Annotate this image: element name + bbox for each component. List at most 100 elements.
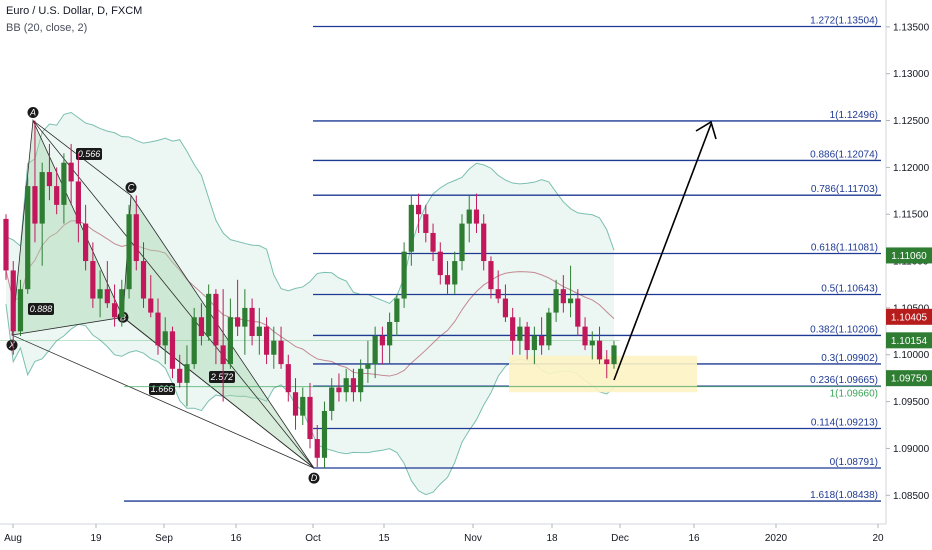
candle [54, 167, 60, 215]
candle [184, 345, 190, 407]
pattern-point-d: D [308, 472, 320, 484]
candle [75, 153, 81, 243]
fib-level-label: 0.618(1.11081) [811, 242, 878, 253]
pattern-ratio-label: 0.566 [76, 148, 102, 160]
price-badge: 1.09750 [886, 370, 932, 387]
candle [3, 214, 9, 280]
candle-body [553, 289, 559, 313]
candle-body [452, 261, 458, 285]
candle [213, 289, 219, 365]
candle [133, 195, 139, 271]
candle [256, 307, 262, 355]
candle-body [140, 261, 147, 299]
candle [394, 293, 400, 337]
candle [177, 354, 183, 388]
pattern-ratio-label: 1.666 [149, 383, 175, 395]
y-tick-label: 1.13000 [893, 69, 930, 80]
price-badge-bg [886, 332, 932, 349]
fib-level-label: 0.382(1.10206) [810, 324, 878, 335]
candle-body [227, 317, 233, 365]
price-badge: 1.10405 [886, 308, 932, 325]
ratio-label-bg [209, 371, 235, 383]
candle [169, 326, 176, 379]
candle [329, 378, 335, 421]
x-tick-label: Nov [464, 533, 482, 544]
candle [539, 317, 545, 355]
pattern-ad-line [32, 120, 315, 469]
candle-body [271, 340, 277, 355]
candle [32, 120, 38, 243]
candle [46, 143, 53, 201]
candle [336, 373, 342, 402]
price-badge-label: 1.11060 [891, 251, 927, 262]
fib-level-label: 0(1.08791) [830, 457, 878, 468]
candle-body [321, 410, 328, 458]
candle-body [350, 378, 357, 393]
candle [104, 261, 110, 308]
y-tick-label: 1.12500 [893, 116, 930, 127]
candle-body [379, 336, 385, 346]
candle-body [539, 336, 545, 346]
candle-body [401, 251, 407, 299]
y-tick-label: 1.08500 [893, 491, 930, 502]
candle-body [517, 326, 523, 341]
candle [119, 279, 125, 327]
x-tick-label: Sep [155, 533, 173, 544]
pattern-point-a: A [27, 107, 39, 119]
candle-body [408, 204, 414, 252]
candle [343, 368, 349, 402]
candle [408, 195, 414, 266]
candle-body [358, 368, 364, 393]
candle [358, 359, 364, 402]
price-badge-label: 1.10154 [891, 336, 928, 347]
ratio-label-text: 0.566 [78, 149, 101, 159]
candle-body [329, 387, 335, 411]
x-tick-label: 18 [546, 533, 558, 544]
pattern-point-label: D [311, 473, 318, 483]
candle [68, 143, 74, 205]
price-badge-bg [886, 247, 932, 264]
candle [481, 214, 487, 271]
candle [140, 242, 147, 308]
candle [162, 317, 168, 365]
x-tick-label: 16 [688, 533, 700, 544]
x-tick-label: Aug [4, 533, 22, 544]
candle-body [177, 368, 183, 383]
candle [249, 298, 255, 346]
x-tick-label: 2020 [765, 533, 788, 544]
pattern-point-marker [27, 107, 39, 119]
candle [604, 350, 610, 379]
candle [379, 326, 385, 365]
candle-body [90, 261, 96, 299]
candle-body [444, 275, 451, 285]
candle [575, 289, 581, 337]
candle [401, 242, 407, 308]
candle [227, 298, 233, 369]
candle [415, 193, 422, 233]
candle-body [32, 186, 38, 224]
candle [90, 242, 96, 308]
candle [39, 162, 45, 266]
fib-level-label: 0.5(1.10643) [821, 284, 878, 295]
candle [488, 256, 494, 299]
candle-body [488, 261, 494, 290]
candle-body [365, 364, 371, 369]
candle [61, 153, 67, 224]
candle-body [169, 331, 176, 369]
candle-body [104, 289, 110, 304]
candle-body [300, 396, 306, 416]
candle-body [68, 162, 74, 182]
candle-body [459, 223, 465, 262]
ratio-label-bg [149, 383, 175, 395]
fib-level-label: 0.114(1.09213) [811, 417, 878, 428]
candle-body [235, 317, 241, 327]
candle-body [604, 359, 610, 365]
candle [502, 284, 509, 322]
bollinger-basis-line [5, 220, 615, 377]
candle-body [83, 223, 89, 262]
candle [292, 378, 299, 430]
fib-level-label: 1.618(1.08438) [810, 490, 878, 501]
candle-body [184, 364, 190, 383]
candle [300, 387, 306, 426]
